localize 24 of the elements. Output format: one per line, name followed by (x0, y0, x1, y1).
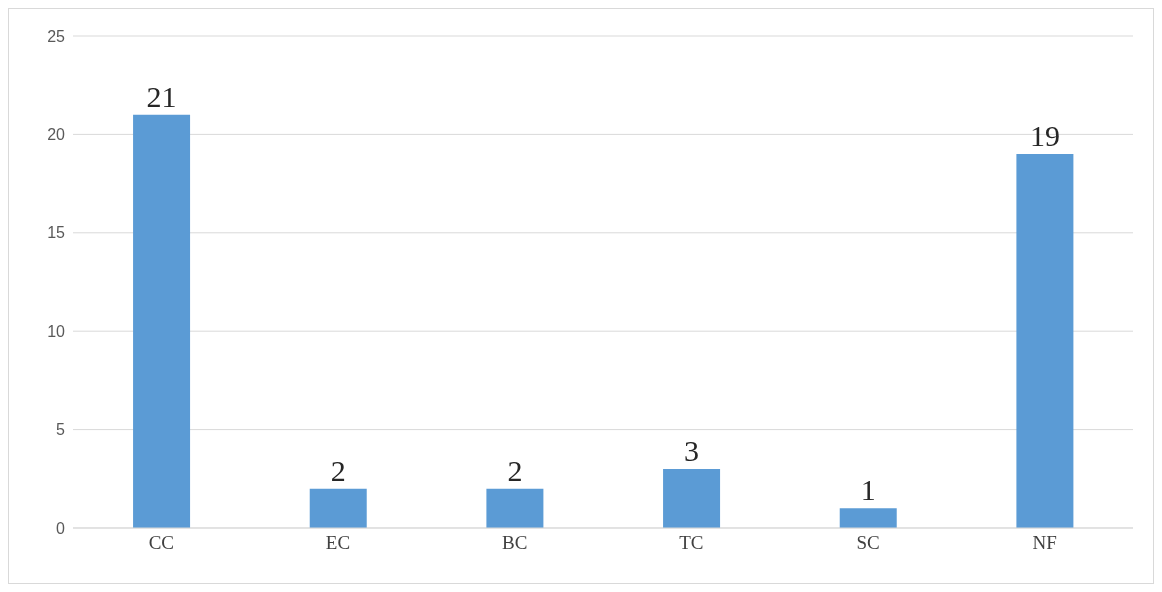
bar (133, 114, 191, 528)
x-tick-label: CC (148, 532, 175, 554)
y-tick-label: 15 (47, 224, 66, 242)
y-tick-label: 10 (47, 322, 66, 340)
bar (309, 488, 367, 528)
x-tick-label: BC (501, 532, 528, 554)
data-label: 2 (330, 453, 346, 487)
y-tick-label: 25 (47, 27, 66, 45)
x-tick-label: EC (325, 532, 351, 554)
data-label: 19 (1029, 119, 1060, 153)
data-label: 3 (684, 433, 700, 467)
x-tick-label: SC (856, 532, 880, 554)
y-tick-label: 0 (56, 519, 66, 537)
x-tick-label: NF (1032, 532, 1057, 554)
data-label: 1 (860, 473, 876, 507)
bar (663, 468, 721, 528)
bar (839, 508, 897, 528)
bar (1016, 154, 1074, 528)
y-tick-label: 20 (47, 126, 66, 144)
bar (486, 488, 544, 528)
data-label: 21 (146, 79, 177, 113)
y-tick-label: 5 (56, 421, 66, 439)
data-label: 2 (507, 453, 523, 487)
x-tick-label: TC (679, 532, 704, 554)
